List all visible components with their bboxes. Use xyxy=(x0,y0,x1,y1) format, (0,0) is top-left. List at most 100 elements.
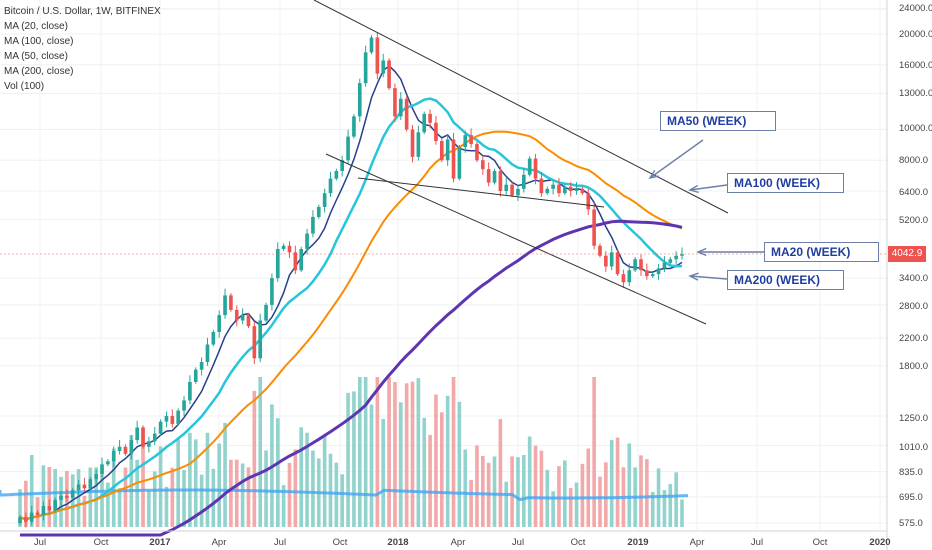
candle-body xyxy=(205,344,210,362)
arrow-shaft xyxy=(649,139,704,179)
legend-title: Bitcoin / U.S. Dollar, 1W, BITFINEX xyxy=(4,6,161,17)
volume-bar xyxy=(609,439,614,527)
candle xyxy=(363,45,368,87)
candle-body xyxy=(504,184,509,191)
volume-bar xyxy=(428,434,432,527)
candle-body xyxy=(439,140,444,161)
volume-bar xyxy=(639,455,643,527)
candle-body xyxy=(59,495,63,500)
candle xyxy=(580,186,585,196)
candle-body xyxy=(76,484,81,491)
candle-body xyxy=(53,499,57,511)
candle-body xyxy=(434,122,438,141)
volume-bar xyxy=(568,488,573,527)
y-tick-label: 2800.0 xyxy=(899,301,928,312)
candle xyxy=(416,125,421,161)
candle xyxy=(281,243,286,251)
volume-bar xyxy=(334,462,339,527)
x-tick-label: Jul xyxy=(751,537,763,548)
candle-body xyxy=(539,178,544,194)
volume-bar xyxy=(193,439,198,527)
candle xyxy=(486,162,491,187)
candle xyxy=(270,273,274,311)
candle xyxy=(492,168,497,185)
candle xyxy=(340,155,345,177)
volume-bar xyxy=(680,499,684,527)
arrow-ma200 xyxy=(688,272,728,281)
x-tick-label: 2018 xyxy=(387,537,408,548)
volume-bar xyxy=(604,462,608,527)
y-tick-label: 575.0 xyxy=(899,518,923,529)
volume-bar xyxy=(463,449,468,527)
candle-body xyxy=(656,268,661,275)
candle-body xyxy=(398,98,403,117)
volume-bar xyxy=(82,495,87,527)
volume-bar xyxy=(205,432,210,527)
candle-body xyxy=(580,188,585,194)
volume-bar xyxy=(246,467,251,527)
candle-body xyxy=(650,274,655,277)
candle-body xyxy=(234,309,239,321)
candle xyxy=(258,313,263,363)
candle xyxy=(100,457,104,478)
volume-bar xyxy=(580,463,585,527)
candle xyxy=(82,477,87,492)
candle xyxy=(357,78,362,122)
candle-body xyxy=(545,188,550,194)
candle xyxy=(381,53,386,78)
candle xyxy=(410,124,415,163)
candle-body xyxy=(393,88,397,117)
legend-volume: Vol (100) xyxy=(4,81,45,92)
y-tick-label: 1250.0 xyxy=(899,413,928,424)
volume-bar xyxy=(480,455,485,527)
candle xyxy=(545,186,550,196)
candle xyxy=(463,130,468,153)
candle-body xyxy=(428,113,432,123)
candle-body xyxy=(82,484,87,489)
candle-body xyxy=(592,209,596,246)
ma50-label-box: MA50 (WEEK) xyxy=(660,111,776,131)
candle xyxy=(41,501,46,521)
volume-bar xyxy=(416,378,421,527)
volume-bar xyxy=(141,427,145,527)
y-tick-label: 24000.0 xyxy=(899,3,932,14)
candle-body xyxy=(147,441,151,447)
candle-body xyxy=(346,136,350,161)
candle-body xyxy=(416,132,421,157)
candle-body xyxy=(604,255,608,267)
volume-bar xyxy=(229,459,233,527)
volume-bar xyxy=(586,448,591,527)
candle-body xyxy=(615,252,620,275)
candle xyxy=(18,514,22,525)
volume-bar xyxy=(574,482,579,527)
candle xyxy=(234,305,239,327)
candle xyxy=(592,202,596,250)
ma100-line xyxy=(19,130,683,521)
candle xyxy=(311,210,315,238)
candle xyxy=(504,177,509,195)
candle-body xyxy=(586,193,591,210)
candle-body xyxy=(217,315,222,332)
volume-bar xyxy=(234,459,239,527)
volume-bar xyxy=(281,485,286,527)
candle-body xyxy=(352,116,356,137)
candle-body xyxy=(188,381,192,401)
candle xyxy=(147,436,151,453)
candle-body xyxy=(311,216,315,234)
candle xyxy=(123,444,128,456)
candle xyxy=(141,425,145,449)
volume-bar xyxy=(551,491,555,527)
candle xyxy=(188,375,192,405)
candle-body xyxy=(492,170,497,183)
x-tick-label: Jul xyxy=(512,537,524,548)
candle-body xyxy=(422,113,427,133)
legend-ma200: MA (200, close) xyxy=(4,66,74,77)
candle-body xyxy=(240,315,245,321)
candle-body xyxy=(469,135,473,145)
candle-body xyxy=(357,83,362,117)
candle-body xyxy=(662,262,667,269)
candle xyxy=(639,254,643,276)
volume-bar xyxy=(88,467,93,527)
candle xyxy=(76,480,81,496)
